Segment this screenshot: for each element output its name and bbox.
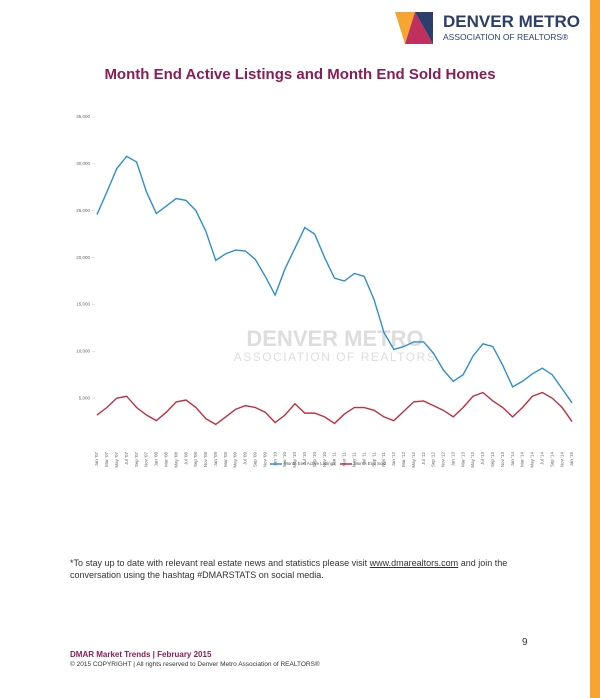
x-tick-label: May '10	[292, 452, 297, 468]
side-stripe	[590, 0, 600, 698]
x-tick-label: Sep '07	[134, 452, 139, 468]
x-tick-label: Jul '07	[124, 452, 129, 465]
x-tick-label: May '13	[470, 452, 475, 468]
x-tick-label: Mar '12	[401, 452, 406, 467]
legend-label: Month End Active Listings	[284, 461, 336, 466]
x-tick-label: Sep '11	[371, 452, 376, 467]
line-series	[96, 155, 573, 404]
x-tick-label: Nov '13	[500, 452, 505, 468]
legend-label: Month End Sold	[354, 461, 387, 466]
x-tick-label: Sep '08	[193, 452, 198, 468]
x-tick-label: Mar '11	[342, 452, 347, 467]
x-tick-label: May '08	[173, 452, 178, 468]
x-tick-label: Nov '12	[441, 452, 446, 468]
logo-subtitle: ASSOCIATION OF REALTORS®	[443, 32, 569, 42]
x-tick-label: Mar '07	[104, 452, 109, 467]
x-tick-label: Nov '14	[559, 452, 564, 468]
x-tick-label: Jan '07	[94, 452, 99, 467]
x-tick-label: Jul '11	[361, 452, 366, 465]
x-tick-label: Nov '07	[144, 452, 149, 468]
x-tick-label: May '09	[233, 452, 238, 468]
note-link[interactable]: www.dmarealtors.com	[369, 558, 459, 568]
x-tick-label: May '07	[114, 452, 119, 468]
x-tick-label: Jan '10	[272, 452, 277, 467]
x-tick-label: Jan '12	[391, 452, 396, 467]
x-tick-label: Mar '08	[163, 452, 168, 467]
x-tick-label: Nov '10	[322, 452, 327, 468]
x-tick-label: Mar '13	[460, 452, 465, 467]
y-tick-label: 20,000	[76, 255, 90, 260]
x-tick-label: Jul '10	[302, 452, 307, 465]
x-tick-label: Jul '14	[540, 452, 545, 465]
watermark: DENVER METRO	[246, 326, 423, 351]
page-number: 9	[522, 637, 528, 648]
watermark: ASSOCIATION OF REALTORS	[234, 350, 437, 364]
note-text: *To stay up to date with relevant real e…	[70, 558, 370, 568]
y-tick-label: 10,000	[76, 348, 90, 353]
y-tick-label: 25,000	[76, 208, 90, 213]
x-tick-label: Sep '10	[312, 452, 317, 468]
x-tick-label: Jan '15	[569, 452, 574, 467]
logo-mark	[395, 12, 433, 44]
x-tick-label: Jul '08	[183, 452, 188, 465]
x-tick-label: Mar '09	[223, 452, 228, 467]
y-tick-label: 5,000	[79, 395, 91, 400]
x-tick-label: Jul '12	[421, 452, 426, 465]
x-tick-label: Jan '09	[213, 452, 218, 467]
x-tick-label: Nov '08	[203, 452, 208, 468]
footer-title: DMAR Market Trends | February 2015	[70, 650, 212, 659]
x-tick-label: Sep '14	[549, 452, 554, 468]
note-text: and join the conversation using the hash…	[70, 558, 508, 580]
x-tick-label: Nov '09	[262, 452, 267, 468]
y-tick-label: 15,000	[76, 302, 90, 307]
x-tick-label: Sep '13	[490, 452, 495, 468]
x-tick-label: Sep '09	[253, 452, 258, 468]
note: *To stay up to date with relevant real e…	[70, 557, 540, 581]
x-tick-label: Jul '09	[243, 452, 248, 465]
x-tick-label: Sep '12	[431, 452, 436, 468]
chart-title: Month End Active Listings and Month End …	[104, 66, 496, 83]
y-tick-label: 30,000	[76, 161, 90, 166]
x-tick-label: Jul '13	[480, 452, 485, 465]
x-tick-label: Jan '13	[450, 452, 455, 467]
x-tick-label: May '12	[411, 452, 416, 468]
x-tick-label: May '14	[530, 452, 535, 468]
x-tick-label: Jan '08	[154, 452, 159, 467]
footer-copyright: © 2015 COPYRIGHT | All rights reserved t…	[70, 661, 320, 668]
y-tick-label: 35,000	[76, 114, 90, 119]
x-tick-label: Mar '14	[520, 452, 525, 467]
x-tick-label: Jan '14	[510, 452, 515, 467]
x-tick-label: Mar '10	[282, 452, 287, 467]
x-tick-label: Jan '11	[332, 452, 337, 467]
line-series	[96, 391, 573, 426]
x-tick-label: Nov '11	[381, 452, 386, 467]
logo-title: DENVER METRO	[443, 12, 580, 31]
x-tick-label: May '11	[351, 452, 356, 468]
